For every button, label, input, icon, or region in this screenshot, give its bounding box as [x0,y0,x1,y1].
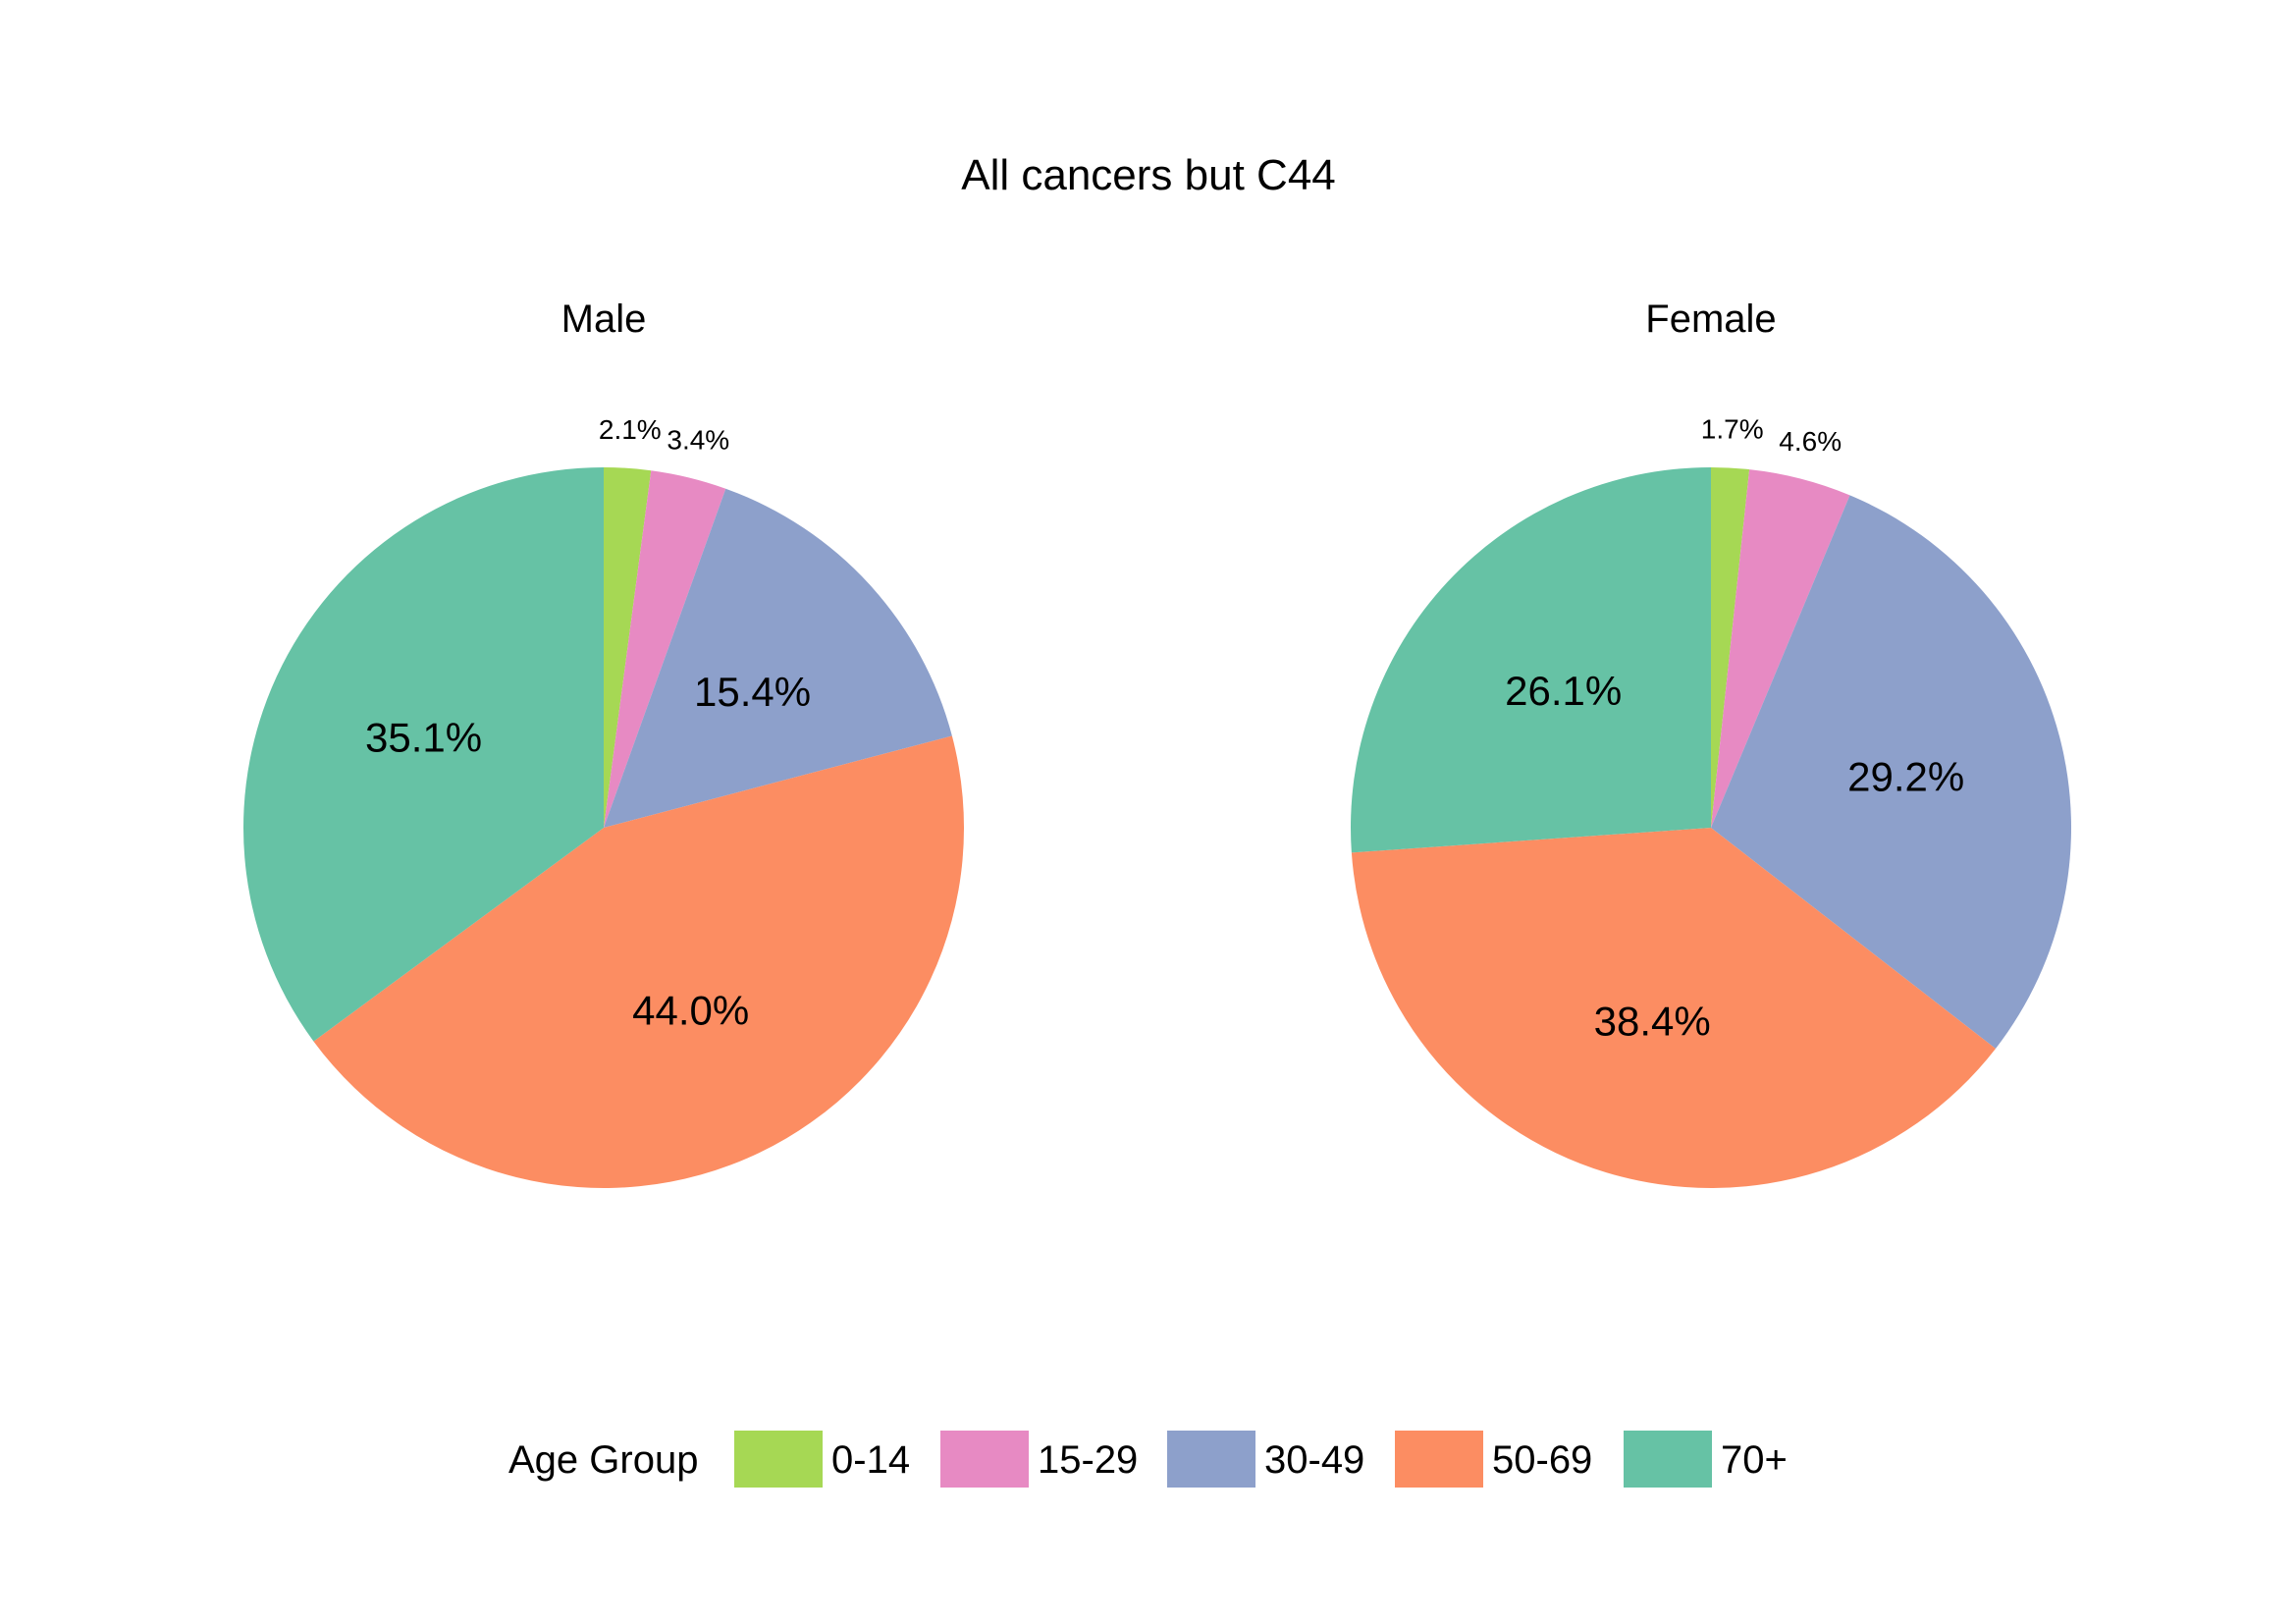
data-label-male-70: 35.1% [365,714,482,760]
legend-key-15-29 [940,1431,1029,1488]
data-label-female-0-14: 1.7% [1701,414,1764,445]
legend-label-70: 70+ [1721,1438,1788,1482]
legend: Age Group 0-14 15-29 30-49 50-69 70+ [508,1431,1788,1488]
legend-label-50-69: 50-69 [1492,1438,1592,1482]
legend-key-30-49 [1167,1431,1255,1488]
pie-slice-female-0-14 [1711,467,1750,828]
pie-female: Female 1.7% 4.6% 29.2% 38.4% 26.1% [1351,298,2072,1189]
data-label-male-50-69: 44.0% [632,987,749,1033]
pie-slice-male-50-69 [313,735,965,1189]
data-label-male-0-14: 2.1% [599,414,662,445]
legend-item-30-49: 30-49 [1167,1431,1364,1488]
pie-slice-male-70 [242,467,605,1042]
pie-male: Male 2.1% 3.4% 15.4% 44.0% 35.1% [242,298,965,1189]
pie-slice-female-15-29 [1711,469,1850,828]
legend-label-15-29: 15-29 [1038,1438,1138,1482]
data-label-female-50-69: 38.4% [1594,999,1711,1045]
pie-slice-male-0-14 [604,467,652,828]
legend-item-15-29: 15-29 [940,1431,1138,1488]
legend-key-0-14 [734,1431,823,1488]
legend-item-0-14: 0-14 [734,1431,910,1488]
pie-slice-male-15-29 [604,470,726,828]
chart-title: All cancers but C44 [961,151,1336,199]
legend-item-50-69: 50-69 [1395,1431,1592,1488]
legend-key-50-69 [1395,1431,1483,1488]
legend-key-70 [1624,1431,1712,1488]
data-label-male-15-29: 3.4% [667,425,729,456]
data-label-female-30-49: 29.2% [1847,754,1964,800]
legend-title: Age Group [508,1438,698,1482]
pies-layer: Male 2.1% 3.4% 15.4% 44.0% 35.1% Female 1.7% 4.6… [242,298,2072,1189]
legend-item-70: 70+ [1624,1431,1788,1488]
legend-label-0-14: 0-14 [831,1438,910,1482]
pie-slice-male-30-49 [604,488,952,828]
data-label-female-15-29: 4.6% [1779,426,1842,457]
pie-slice-female-70 [1351,467,1711,853]
panel-title-male: Male [561,298,647,341]
data-label-female-70: 26.1% [1505,668,1622,714]
pie-slice-female-50-69 [1351,828,1996,1189]
pie-slice-female-30-49 [1711,495,2072,1049]
data-label-male-30-49: 15.4% [694,669,811,715]
panel-title-female: Female [1645,298,1776,341]
legend-label-30-49: 30-49 [1264,1438,1364,1482]
